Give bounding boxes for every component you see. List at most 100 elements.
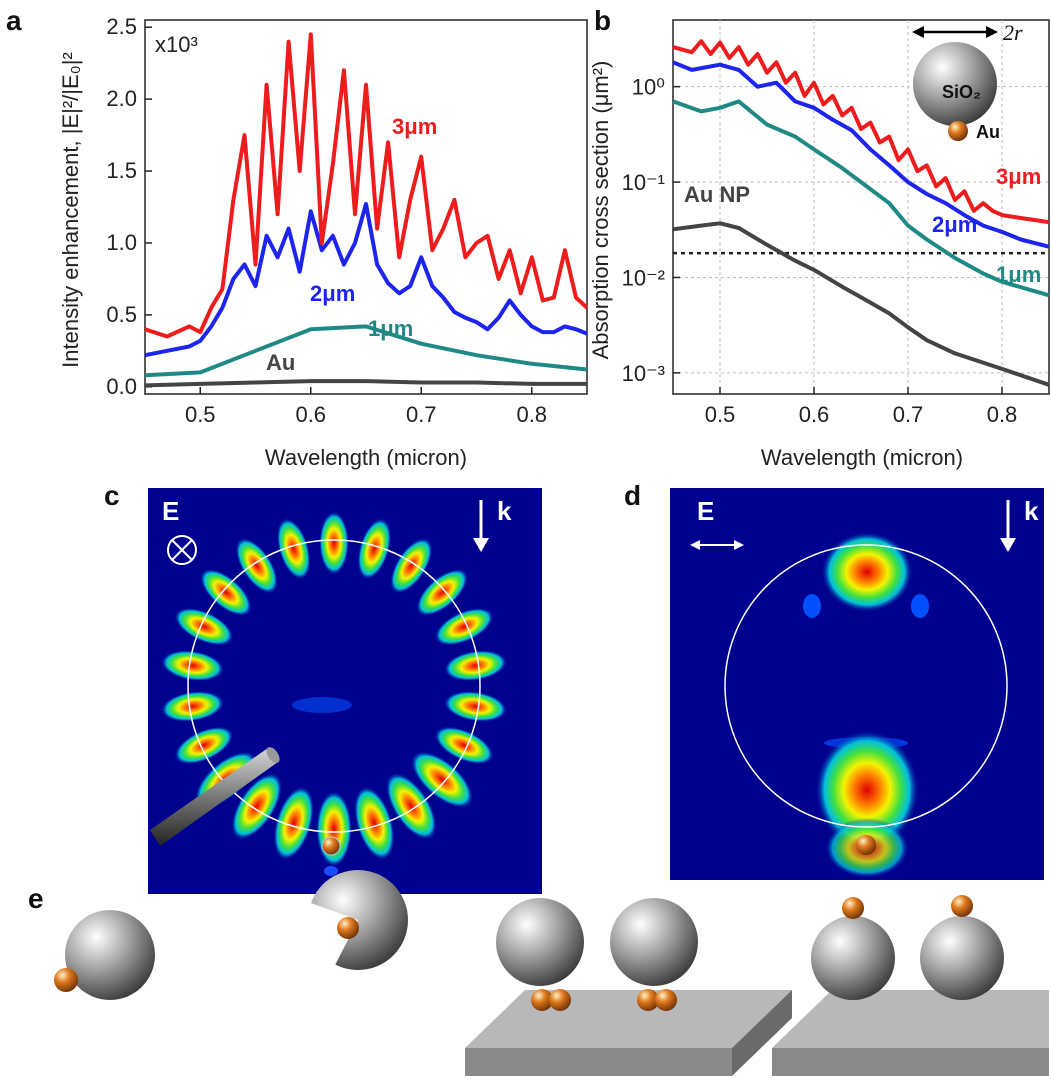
wgm-lobe	[273, 786, 315, 861]
panel-label-a: a	[6, 5, 22, 36]
arrow-head-right	[986, 26, 998, 38]
wgm-lobe	[434, 607, 494, 646]
chart-a-xtick-label: 0.5	[185, 402, 216, 427]
wgm-lobe	[199, 568, 253, 617]
chart-b-label-1um: 1μm	[996, 262, 1041, 287]
sphere-sub-2	[610, 898, 698, 986]
field-label-d: E	[697, 496, 714, 526]
chart-b-xtick-label: 0.7	[893, 402, 924, 427]
chart-b-label-au-np: Au NP	[684, 182, 750, 207]
chart-b-ylabel: Absorption cross section (μm²)	[588, 61, 613, 360]
polarization-into-page-icon	[167, 535, 197, 565]
optical-fiber	[150, 748, 278, 846]
substrate-front-2	[772, 1048, 1049, 1076]
wgm-lobe	[415, 568, 469, 617]
chart-a-ytick-label: 2.0	[106, 86, 137, 111]
substrate-top-configuration	[772, 895, 1049, 1076]
substrate-side-1	[732, 990, 792, 1076]
bottom-hotspot	[815, 730, 919, 850]
wgm-lobe	[160, 690, 225, 722]
chart-b-ytick-label: 10⁻²	[622, 265, 665, 290]
substrate-top-2	[772, 990, 1049, 1048]
field-map-d: E k	[670, 488, 1044, 880]
wave-vector-arrowhead-c	[473, 538, 489, 552]
wgm-lobe	[160, 650, 225, 682]
field-map-c: E k	[148, 488, 542, 894]
chart-b-ytick-label: 10⁻³	[622, 361, 665, 386]
wgm-lobe	[389, 537, 433, 594]
chart-b-series-line	[672, 60, 1050, 249]
chart-a-ytick-label: 1.0	[106, 230, 137, 255]
chart-b-series-line	[672, 39, 1050, 225]
wave-vector-arrowhead-d	[1000, 538, 1016, 552]
sphere-outline-c	[187, 539, 481, 833]
chart-a-xtick-label: 0.8	[516, 402, 547, 427]
chart-a-series-line	[144, 202, 588, 358]
gold-nanoparticle	[948, 121, 968, 141]
chart-b-label-2um: 2μm	[932, 212, 977, 237]
chart-a-ytick-label: 0.0	[106, 374, 137, 399]
gold-particle-sub-3	[637, 989, 659, 1011]
schematics-e	[54, 747, 1049, 1076]
gold-particle-top-1	[842, 897, 864, 919]
wgm-lobe	[231, 772, 283, 841]
wgm-lobe	[385, 772, 437, 841]
wgm-lobe	[276, 517, 311, 580]
field-label-c: E	[162, 496, 179, 526]
fiber-end	[266, 747, 280, 763]
wgm-lobe	[443, 690, 508, 722]
sphere-top-1	[811, 916, 895, 1000]
sphere-sub-1	[496, 898, 584, 986]
wgm-lobe	[174, 607, 234, 646]
wgm-lobe	[316, 790, 352, 868]
gold-particle-sub-1	[531, 989, 553, 1011]
chart-a-label-2um: 2μm	[310, 281, 355, 306]
chart-b-label-3um: 3μm	[996, 164, 1041, 189]
top-hotspot	[821, 532, 913, 612]
chart-a-label-au: Au	[266, 350, 295, 375]
chart-a-series-line	[144, 324, 588, 378]
inset-sphere-label: SiO₂	[942, 82, 981, 102]
inset-particle-label: Au	[976, 122, 1000, 142]
wgm-lobe	[353, 786, 395, 861]
top-side-lobe-left	[803, 594, 821, 618]
substrate-front-1	[465, 1048, 732, 1076]
wgm-lobe	[434, 726, 494, 765]
wgm-lobe	[357, 517, 392, 580]
polarization-head-right	[734, 540, 744, 550]
chart-a-multiplier: x10³	[155, 32, 198, 57]
top-side-lobe-right	[911, 594, 929, 618]
gold-particle-fiber	[54, 968, 78, 992]
chart-a-label-1um: 1μm	[368, 316, 413, 341]
chart-b-ytick-label: 10⁰	[632, 75, 665, 100]
panel-label-c: c	[104, 480, 120, 511]
sphere-on-fiber	[65, 910, 155, 1000]
gold-particle-top-2	[951, 895, 973, 917]
chart-a-xtick-label: 0.7	[406, 402, 437, 427]
chart-b-series-line	[672, 221, 1050, 387]
wave-label-c: k	[497, 496, 512, 526]
chart-a-xlabel: Wavelength (micron)	[265, 445, 467, 470]
panel-label-e: e	[28, 883, 44, 914]
inset-diameter-label: 2r	[1003, 20, 1023, 45]
gold-particle-inside	[337, 917, 359, 939]
chart-b-xtick-label: 0.5	[705, 402, 736, 427]
chart-a: 0.5 0.6 0.7 0.8 0.0 0.5 1.0 1.5 2.0 2.5 x10³ Wave…	[58, 14, 589, 470]
arrow-head-left	[912, 26, 924, 38]
gold-particle-sub-4	[655, 989, 677, 1011]
chart-b-xtick-label: 0.8	[987, 402, 1018, 427]
gold-particle-sub-2	[549, 989, 571, 1011]
chart-a-ytick-label: 1.5	[106, 158, 137, 183]
polarization-cross-2	[171, 539, 193, 561]
silica-sphere	[913, 42, 997, 126]
chart-b-frame	[672, 19, 1050, 395]
gold-nanoparticle-c	[321, 836, 341, 856]
fiber-probe-configuration	[54, 747, 280, 1000]
substrate-below-configuration	[465, 898, 792, 1076]
chart-a-series-line	[144, 379, 587, 388]
inner-weak-mode	[292, 697, 352, 713]
chart-a-frame	[144, 19, 588, 395]
chart-a-ylabel: Intensity enhancement, |E|²/|E₀|²	[58, 52, 83, 368]
sphere-outline-d	[724, 544, 1008, 828]
